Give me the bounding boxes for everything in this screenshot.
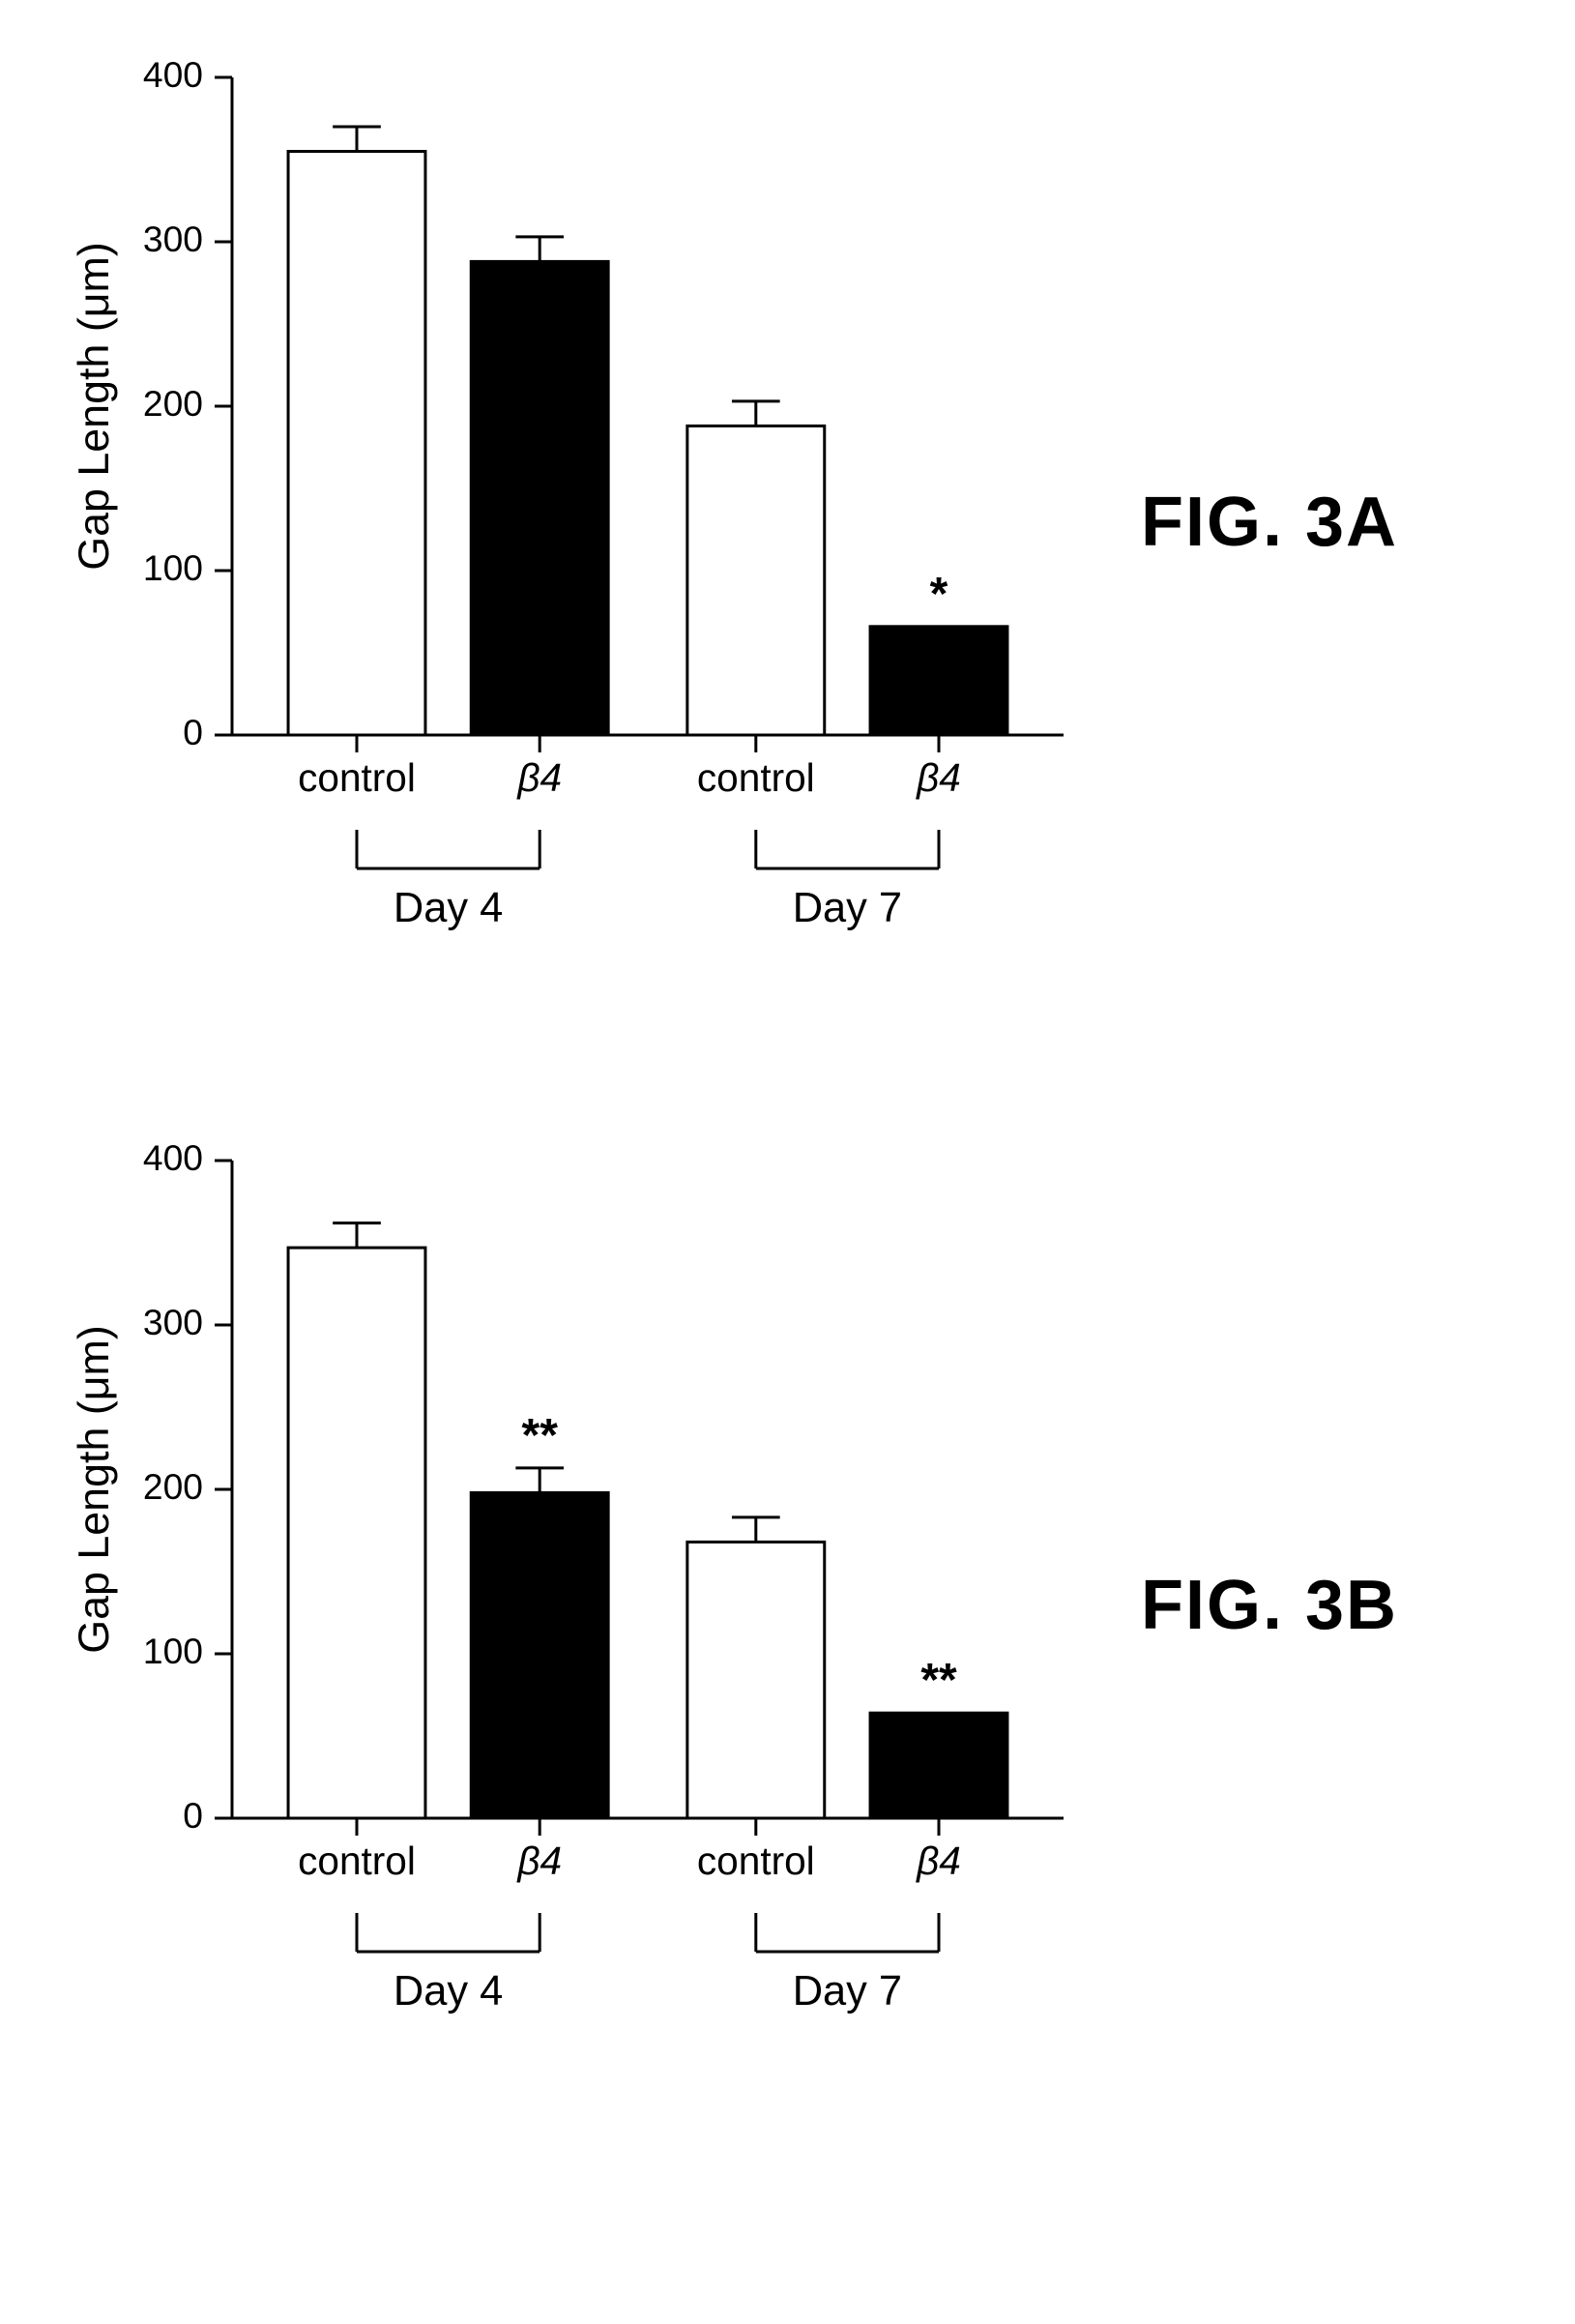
figure-label-3a: FIG. 3A	[1141, 483, 1398, 562]
svg-text:β4: β4	[916, 1839, 961, 1883]
svg-text:0: 0	[183, 1795, 203, 1836]
svg-text:Day 7: Day 7	[793, 885, 902, 931]
chart-fig-3b: 0 100 200 300 400 Gap Length (μm) control ** β4 c…	[39, 1122, 1102, 2089]
svg-text:control: control	[298, 1839, 416, 1883]
svg-text:200: 200	[143, 1466, 203, 1507]
svg-text:control: control	[697, 755, 815, 800]
svg-text:**: **	[522, 1410, 559, 1461]
svg-text:300: 300	[143, 219, 203, 259]
svg-text:100: 100	[143, 547, 203, 588]
svg-text:β4: β4	[516, 1839, 562, 1883]
svg-text:β4: β4	[516, 755, 562, 800]
svg-text:Day 4: Day 4	[394, 1968, 503, 2015]
svg-text:control: control	[298, 755, 416, 800]
figure-page: 0 100 200 300 400 Gap Length (μm) control β4 con…	[0, 0, 1575, 2147]
figure-label-3b: FIG. 3B	[1141, 1566, 1398, 1645]
svg-text:100: 100	[143, 1631, 203, 1671]
panel-row-a: 0 100 200 300 400 Gap Length (μm) control β4 con…	[39, 39, 1536, 1006]
svg-text:200: 200	[143, 383, 203, 424]
svg-text:300: 300	[143, 1302, 203, 1342]
svg-text:Day 4: Day 4	[394, 885, 503, 931]
svg-text:Gap Length (μm): Gap Length (μm)	[70, 242, 118, 571]
svg-text:0: 0	[183, 712, 203, 752]
svg-text:400: 400	[143, 1137, 203, 1178]
svg-text:**: **	[920, 1655, 957, 1706]
svg-text:*: *	[930, 569, 948, 620]
svg-text:400: 400	[143, 54, 203, 95]
svg-text:Gap Length (μm): Gap Length (μm)	[70, 1325, 118, 1654]
svg-text:Day 7: Day 7	[793, 1968, 902, 2015]
svg-text:β4: β4	[916, 755, 961, 800]
panel-row-b: 0 100 200 300 400 Gap Length (μm) control ** β4 c…	[39, 1122, 1536, 2089]
chart-fig-3a: 0 100 200 300 400 Gap Length (μm) control β4 con…	[39, 39, 1102, 1006]
svg-text:control: control	[697, 1839, 815, 1883]
